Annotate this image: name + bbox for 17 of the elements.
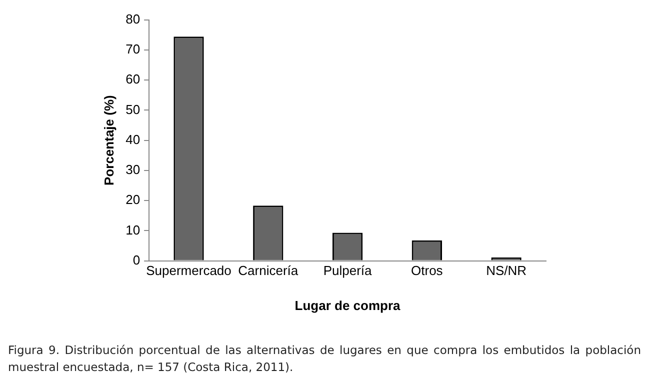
y-tick-label: 10 bbox=[126, 222, 140, 238]
x-tick-label: Supermercado bbox=[146, 263, 232, 278]
y-axis-title: Porcentaje (%) bbox=[101, 95, 116, 186]
x-tick-label: Carnicería bbox=[238, 263, 299, 278]
y-tick-label: 70 bbox=[126, 42, 140, 57]
y-tick-label: 40 bbox=[126, 132, 140, 147]
y-tick-label: 60 bbox=[126, 72, 140, 87]
y-tick-label: 50 bbox=[126, 102, 140, 117]
text: Figura 9. Distribución porcentual de las alternativas de lugares en que compra los embutidos la población muestral encuestada, n= 157 (Costa Rica, 2011). bbox=[8, 342, 641, 376]
x-tick-label: Pulpería bbox=[323, 263, 373, 278]
y-tick-label: 0 bbox=[132, 252, 140, 268]
x-tick-label: Otros bbox=[411, 263, 444, 278]
x-axis-title: Lugar de compra bbox=[294, 298, 402, 313]
x-tick-label: NS/NR bbox=[486, 263, 527, 278]
y-tick-label: 20 bbox=[126, 192, 140, 208]
y-tick-label: 80 bbox=[126, 11, 140, 26]
y-tick-label: 30 bbox=[126, 162, 140, 178]
